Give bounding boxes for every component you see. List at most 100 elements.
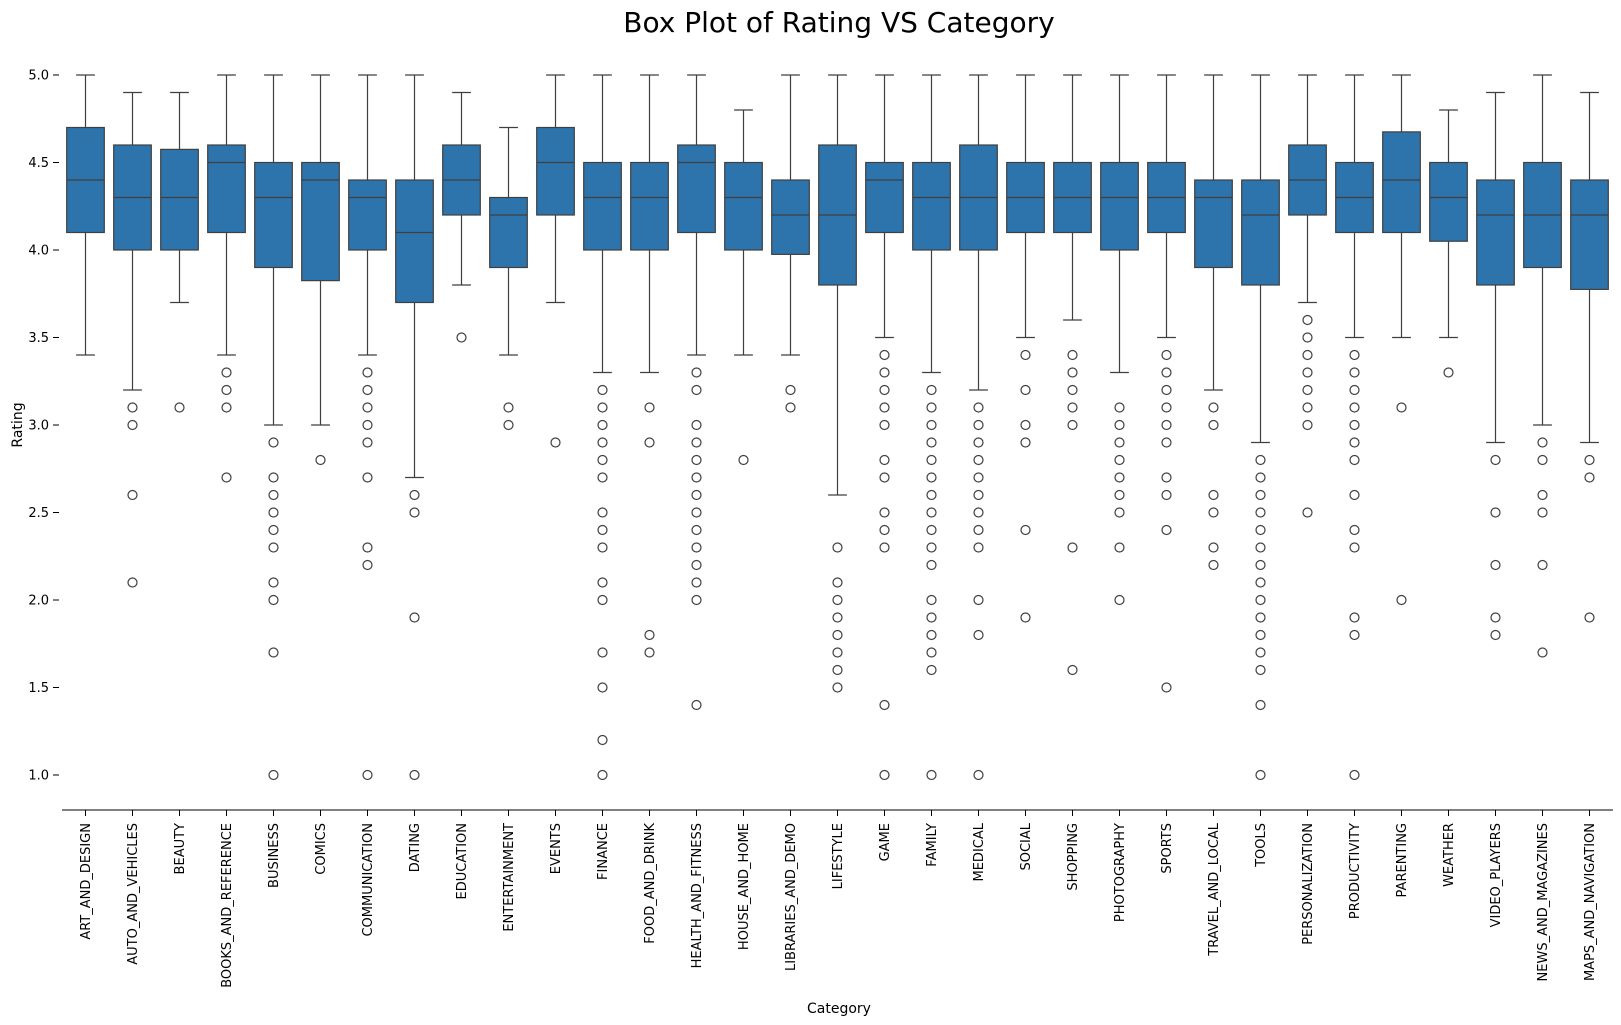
outlier-point bbox=[362, 367, 373, 378]
outlier-point bbox=[597, 524, 608, 536]
box-shopping bbox=[1053, 74, 1092, 676]
x-tick-label: BEAUTY bbox=[173, 823, 188, 874]
iqr-box bbox=[1194, 179, 1233, 269]
x-tick-label: TRAVEL_AND_LOCAL bbox=[1207, 822, 1222, 956]
outlier-point bbox=[691, 489, 702, 501]
outlier-point bbox=[1349, 419, 1360, 431]
outlier-point bbox=[597, 472, 608, 483]
outlier-point bbox=[644, 437, 655, 448]
x-tick-label: MEDICAL bbox=[972, 822, 987, 881]
outlier-point bbox=[1114, 489, 1125, 501]
outlier-point bbox=[691, 507, 702, 518]
outlier-point bbox=[926, 664, 937, 676]
box-beauty bbox=[160, 91, 199, 413]
outlier-point bbox=[879, 472, 890, 483]
outlier-point bbox=[1161, 682, 1172, 693]
outlier-point bbox=[832, 594, 843, 606]
y-axis: 1.0 1.5 2.0 2.5 3.0 3.5 4.0 4.5 5.0 bbox=[28, 69, 59, 784]
outlier-point bbox=[973, 437, 984, 448]
outlier-point bbox=[1208, 507, 1219, 518]
outlier-point bbox=[597, 454, 608, 466]
x-tick-label: AUTO_AND_VEHICLES bbox=[126, 823, 141, 965]
outlier-point bbox=[832, 682, 843, 693]
y-tick-label: 5.0 bbox=[28, 69, 49, 84]
box-photography bbox=[1100, 74, 1139, 606]
box-communication bbox=[348, 74, 387, 781]
y-tick-label: 1.0 bbox=[28, 769, 49, 784]
box-travel-and-local bbox=[1194, 74, 1233, 571]
outlier-point bbox=[315, 454, 326, 466]
x-tick-label: SHOPPING bbox=[1066, 823, 1081, 891]
outlier-point bbox=[1020, 437, 1031, 448]
chart-title: Box Plot of Rating VS Category bbox=[623, 6, 1054, 39]
box-books-and-reference bbox=[207, 74, 246, 483]
y-tick-label: 3.5 bbox=[28, 331, 49, 346]
outlier-point bbox=[1255, 647, 1266, 658]
outlier-point bbox=[1443, 367, 1454, 378]
outlier-point bbox=[268, 577, 279, 588]
iqr-box bbox=[771, 179, 810, 255]
outlier-point bbox=[1349, 489, 1360, 501]
outlier-point bbox=[691, 454, 702, 466]
outlier-point bbox=[1537, 559, 1548, 571]
outlier-point bbox=[1067, 664, 1078, 676]
box-art-and-design bbox=[66, 74, 105, 356]
outlier-point bbox=[1114, 507, 1125, 518]
outlier-point bbox=[597, 594, 608, 606]
x-tick-label: PERSONALIZATION bbox=[1301, 823, 1316, 945]
outlier-point bbox=[503, 402, 514, 413]
outlier-point bbox=[268, 524, 279, 536]
outlier-point bbox=[1490, 629, 1501, 641]
outlier-point bbox=[1255, 524, 1266, 536]
outlier-point bbox=[1302, 367, 1313, 378]
outlier-point bbox=[1255, 769, 1266, 781]
box-news-and-magazines bbox=[1523, 74, 1562, 658]
box-house-and-home bbox=[724, 109, 763, 466]
box-series bbox=[66, 74, 1609, 781]
y-tick-label: 4.5 bbox=[28, 156, 49, 171]
outlier-point bbox=[1349, 437, 1360, 448]
outlier-point bbox=[1349, 454, 1360, 466]
outlier-point bbox=[926, 524, 937, 536]
outlier-point bbox=[1255, 577, 1266, 588]
outlier-point bbox=[1114, 472, 1125, 483]
outlier-point bbox=[268, 472, 279, 483]
box-weather bbox=[1429, 109, 1468, 378]
outlier-point bbox=[1490, 454, 1501, 466]
outlier-point bbox=[409, 489, 420, 501]
outlier-point bbox=[973, 402, 984, 413]
outlier-point bbox=[926, 542, 937, 553]
x-tick-label: EVENTS bbox=[549, 823, 564, 874]
outlier-point bbox=[1161, 472, 1172, 483]
outlier-point bbox=[597, 734, 608, 746]
x-tick-label: COMICS bbox=[314, 823, 329, 875]
outlier-point bbox=[1114, 437, 1125, 448]
outlier-point bbox=[926, 647, 937, 658]
outlier-point bbox=[174, 402, 185, 413]
x-tick-label: GAME bbox=[878, 823, 893, 861]
outlier-point bbox=[691, 384, 702, 396]
outlier-point bbox=[926, 419, 937, 431]
x-tick-label: FOOD_AND_DRINK bbox=[643, 823, 658, 944]
x-tick-label: WEATHER bbox=[1442, 823, 1457, 887]
outlier-point bbox=[879, 542, 890, 553]
outlier-point bbox=[926, 472, 937, 483]
box-family bbox=[912, 74, 951, 781]
outlier-point bbox=[879, 367, 890, 378]
outlier-point bbox=[362, 769, 373, 781]
outlier-point bbox=[1255, 629, 1266, 641]
outlier-point bbox=[362, 402, 373, 413]
outlier-point bbox=[879, 402, 890, 413]
outlier-point bbox=[1396, 402, 1407, 413]
iqr-box bbox=[1570, 179, 1609, 290]
box-productivity bbox=[1335, 74, 1374, 781]
outlier-point bbox=[879, 384, 890, 396]
outlier-point bbox=[1584, 454, 1595, 466]
x-axis: ART_AND_DESIGN AUTO_AND_VEHICLES BEAUTY BOO… bbox=[79, 810, 1598, 988]
outlier-point bbox=[1490, 559, 1501, 571]
outlier-point bbox=[1161, 419, 1172, 431]
box-maps-and-navigation bbox=[1570, 91, 1609, 623]
outlier-point bbox=[362, 437, 373, 448]
y-tick-label: 1.5 bbox=[28, 681, 49, 696]
outlier-point bbox=[362, 419, 373, 431]
